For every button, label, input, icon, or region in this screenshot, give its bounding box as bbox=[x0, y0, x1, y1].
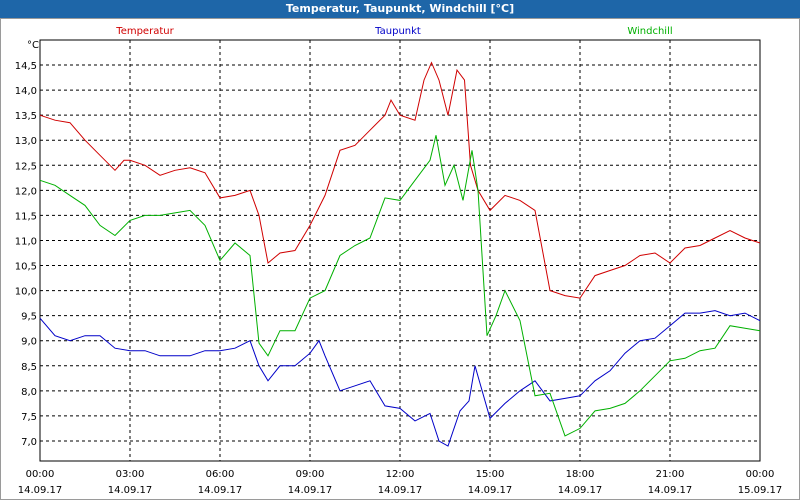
series-line-windchill bbox=[39, 135, 761, 437]
x-tick-date: 14.09.17 bbox=[558, 485, 603, 496]
y-tick-label: 14,0 bbox=[15, 86, 37, 97]
x-tick-time: 09:00 bbox=[296, 469, 325, 480]
x-tick-time: 15:00 bbox=[476, 469, 505, 480]
x-tick-time: 03:00 bbox=[116, 469, 145, 480]
y-tick-label: 9,0 bbox=[21, 337, 37, 348]
grid-lines bbox=[40, 40, 760, 461]
x-tick-time: 00:00 bbox=[746, 469, 775, 480]
x-tick-time: 21:00 bbox=[656, 469, 685, 480]
y-tick-label: 12,0 bbox=[15, 186, 37, 197]
x-tick-time: 06:00 bbox=[206, 469, 235, 480]
legend-item-temperatur: Temperatur bbox=[115, 26, 174, 37]
series-lines bbox=[39, 61, 761, 447]
x-tick-date: 14.09.17 bbox=[468, 485, 513, 496]
x-tick-date: 14.09.17 bbox=[18, 485, 63, 496]
legend-item-taupunkt: Taupunkt bbox=[374, 26, 421, 37]
series-line-temperatur bbox=[39, 61, 761, 299]
y-tick-label: 13,5 bbox=[15, 111, 37, 122]
legend: Temperatur Taupunkt Windchill bbox=[115, 26, 672, 37]
series-line-taupunkt bbox=[39, 310, 761, 447]
x-tick-date: 14.09.17 bbox=[288, 485, 333, 496]
y-tick-label: 14,5 bbox=[15, 61, 37, 72]
x-tick-date: 14.09.17 bbox=[108, 485, 153, 496]
x-tick-date: 15.09.17 bbox=[738, 485, 783, 496]
y-tick-labels: 14,5 14,0 13,5 13,0 12,5 12,0 11,5 11,0 10,5 10,0… bbox=[15, 61, 37, 448]
chart-title: Temperatur, Taupunkt, Windchill [°C] bbox=[0, 0, 800, 18]
plot-border bbox=[39, 39, 761, 462]
y-tick-label: 13,0 bbox=[15, 136, 37, 147]
y-unit-label: °C bbox=[27, 40, 39, 51]
x-tick-date: 14.09.17 bbox=[198, 485, 243, 496]
x-tick-labels: 00:00 14.09.17 03:00 14.09.17 06:00 14.09.17 0… bbox=[18, 469, 783, 496]
y-tick-label: 11,5 bbox=[15, 211, 37, 222]
x-tick-time: 18:00 bbox=[566, 469, 595, 480]
y-tick-label: 10,5 bbox=[15, 262, 37, 273]
x-tick-date: 14.09.17 bbox=[378, 485, 423, 496]
y-tick-label: 11,0 bbox=[15, 236, 37, 247]
x-tick-time: 00:00 bbox=[26, 469, 55, 480]
y-tick-label: 7,0 bbox=[21, 437, 37, 448]
y-tick-label: 8,5 bbox=[21, 362, 37, 373]
y-tick-label: 10,0 bbox=[15, 287, 37, 298]
legend-item-windchill: Windchill bbox=[627, 26, 672, 37]
y-tick-label: 7,5 bbox=[21, 412, 37, 423]
x-tick-date: 14.09.17 bbox=[648, 485, 693, 496]
y-tick-label: 9,5 bbox=[21, 312, 37, 323]
y-tick-label: 8,0 bbox=[21, 387, 37, 398]
x-tick-time: 12:00 bbox=[386, 469, 415, 480]
y-tick-label: 12,5 bbox=[15, 161, 37, 172]
